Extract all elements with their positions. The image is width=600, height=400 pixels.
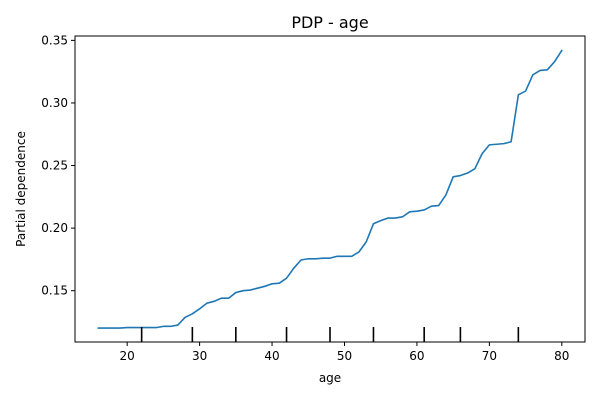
y-tick-label-2: 0.25 (41, 159, 68, 173)
x-tick-label-5: 70 (482, 349, 497, 363)
plot-area (97, 49, 563, 342)
plot-frame (74, 35, 586, 343)
y-tick-label-0: 0.15 (41, 284, 68, 298)
y-tick-label-1: 0.20 (41, 221, 68, 235)
y-axis: 0.15 0.20 0.25 0.30 0.35 (41, 33, 75, 298)
x-tick-label-1: 30 (192, 349, 207, 363)
pdp-series-line-0 (97, 49, 563, 329)
y-tick-label-3: 0.30 (41, 96, 68, 110)
chart-title: PDP - age (291, 13, 368, 32)
x-tick-label-0: 20 (120, 349, 135, 363)
x-axis: 20 30 40 50 60 70 80 (120, 342, 569, 363)
x-tick-label-2: 40 (264, 349, 279, 363)
x-tick-label-4: 60 (409, 349, 424, 363)
y-axis-label: Partial dependence (14, 131, 28, 247)
x-axis-label: age (319, 371, 341, 385)
x-tick-label-3: 50 (337, 349, 352, 363)
y-tick-label-4: 0.35 (41, 33, 68, 47)
x-tick-label-6: 80 (554, 349, 569, 363)
